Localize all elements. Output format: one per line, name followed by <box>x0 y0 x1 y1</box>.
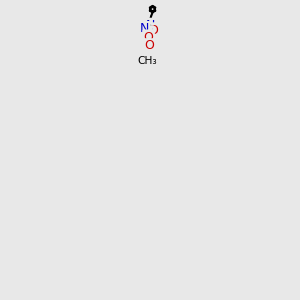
Text: N: N <box>146 19 155 32</box>
Text: O: O <box>148 23 158 37</box>
Text: N: N <box>140 22 149 35</box>
Text: O: O <box>144 31 154 44</box>
Text: O: O <box>144 39 154 52</box>
Text: C: C <box>142 23 151 36</box>
Text: N: N <box>144 26 153 40</box>
Text: CH₃: CH₃ <box>138 56 158 66</box>
